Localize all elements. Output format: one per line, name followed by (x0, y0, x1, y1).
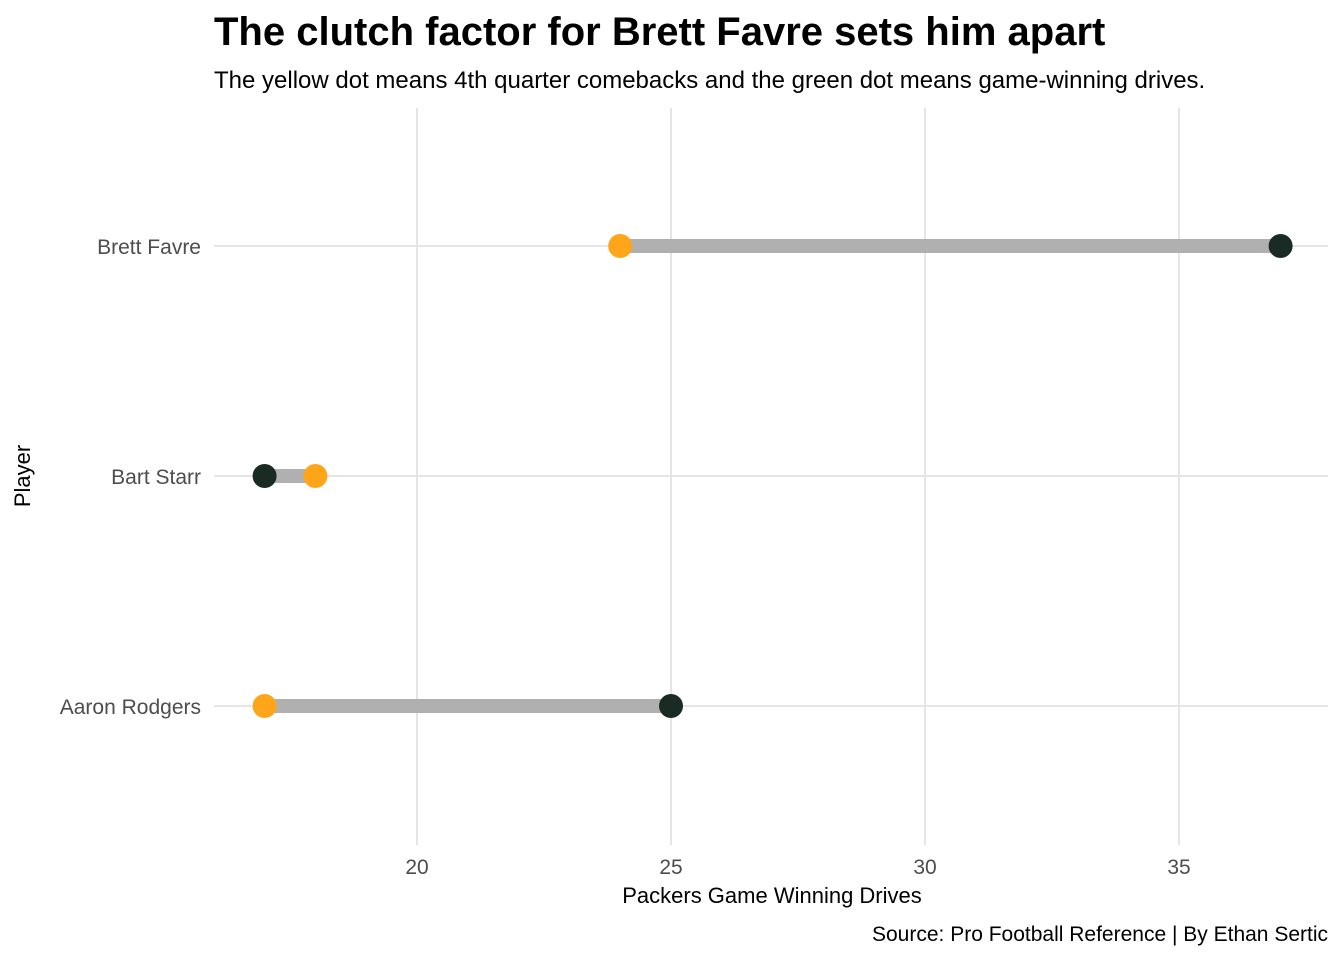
x-tick-label-3: 35 (1167, 856, 1190, 879)
chart-title: The clutch factor for Brett Favre sets h… (214, 10, 1105, 54)
y-tick-label-2: Aaron Rodgers (60, 696, 201, 719)
y-axis-title: Player (10, 445, 35, 507)
point-series0-row1 (303, 464, 328, 488)
point-series1-row0 (1268, 234, 1293, 258)
data-points (252, 234, 1293, 718)
x-axis-title: Packers Game Winning Drives (622, 883, 922, 908)
x-tick-label-2: 30 (913, 856, 936, 879)
chart-caption: Source: Pro Football Reference | By Etha… (872, 923, 1328, 946)
chart-subtitle: The yellow dot means 4th quarter comebac… (214, 67, 1205, 94)
point-series0-row0 (608, 234, 633, 258)
x-axis-tick-labels: 20 25 30 35 (405, 856, 1190, 879)
point-series1-row1 (252, 464, 277, 488)
y-axis-tick-labels: Brett Favre Bart Starr Aaron Rodgers (60, 236, 201, 719)
point-series0-row2 (252, 694, 277, 718)
x-tick-label-0: 20 (405, 856, 428, 879)
point-series1-row2 (659, 694, 683, 718)
y-tick-label-1: Bart Starr (111, 466, 201, 489)
gridlines (214, 108, 1328, 845)
y-tick-label-0: Brett Favre (97, 236, 201, 259)
x-tick-label-1: 25 (659, 856, 682, 879)
